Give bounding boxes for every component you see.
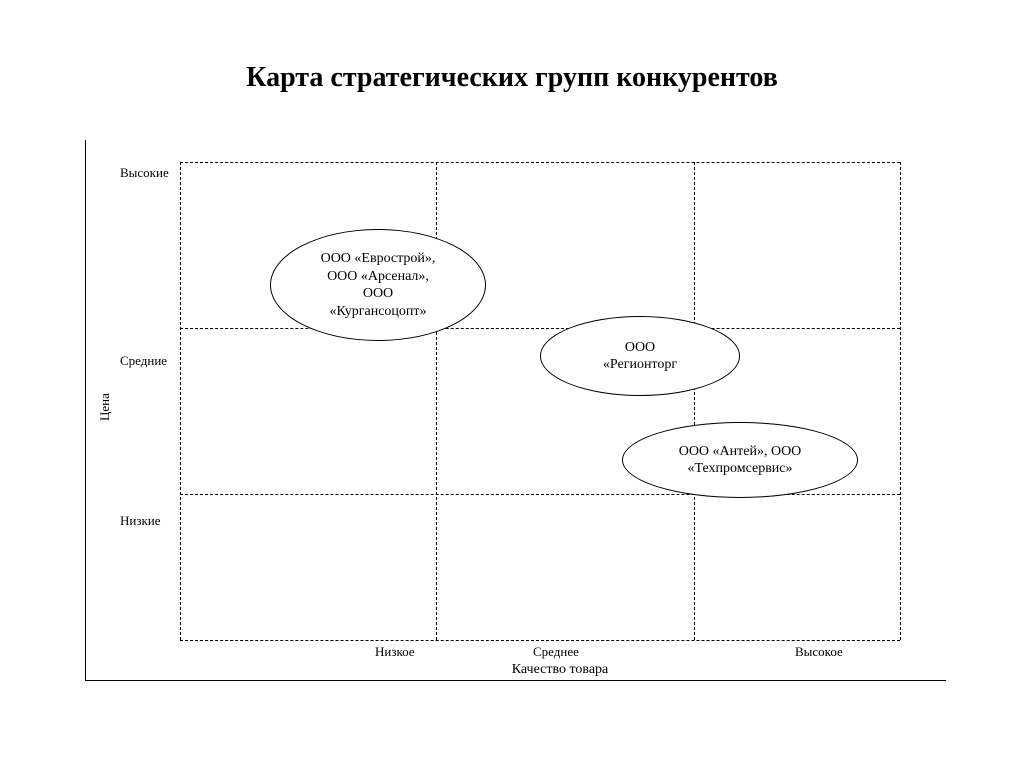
grid-bottom [180, 640, 900, 641]
group-ellipse: ООО «Антей», ООО «Техпромсервис» [622, 422, 858, 498]
grid-top [180, 162, 900, 163]
grid-vline [694, 162, 695, 640]
grid-right [900, 162, 901, 640]
group-label: ООО «Регионторг [603, 339, 677, 374]
page: Карта стратегических групп конкурентов О… [0, 0, 1024, 767]
grid-left [180, 162, 181, 640]
x-axis-title: Качество товара [480, 662, 640, 678]
grid-hline [180, 494, 900, 495]
grid-hline [180, 328, 900, 329]
y-tick-label: Низкие [120, 513, 161, 529]
group-label: ООО «Антей», ООО «Техпромсервис» [679, 443, 802, 478]
group-ellipse: ООО «Еврострой», ООО «Арсенал», ООО «Кур… [270, 229, 486, 341]
axis-frame [85, 140, 946, 681]
x-tick-label: Низкое [375, 644, 415, 660]
group-label: ООО «Еврострой», ООО «Арсенал», ООО «Кур… [321, 250, 436, 320]
y-tick-label: Высокие [120, 165, 169, 181]
grid-vline [436, 162, 437, 640]
y-axis-title: Цена [97, 393, 113, 421]
page-title: Карта стратегических групп конкурентов [0, 62, 1024, 94]
group-ellipse: ООО «Регионторг [540, 316, 740, 396]
x-tick-label: Высокое [795, 644, 843, 660]
x-tick-label: Среднее [533, 644, 579, 660]
y-tick-label: Средние [120, 353, 167, 369]
